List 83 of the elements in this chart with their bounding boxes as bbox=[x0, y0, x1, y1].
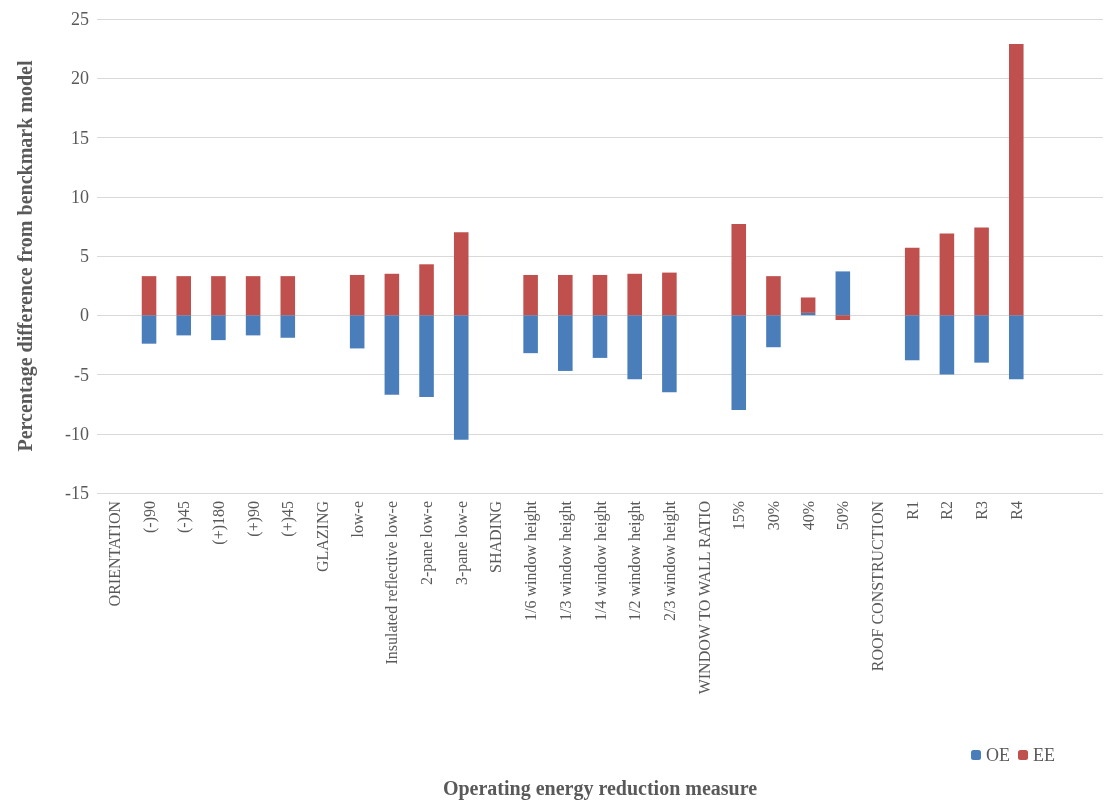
x-tick-label: 1/4 window height bbox=[591, 500, 610, 621]
bar bbox=[662, 315, 677, 393]
bar bbox=[523, 274, 538, 316]
bar bbox=[453, 232, 469, 316]
bar bbox=[592, 274, 608, 316]
bar bbox=[904, 315, 920, 361]
x-tick-label: 50% bbox=[834, 501, 852, 531]
x-tick-label: (+)45 bbox=[279, 501, 298, 537]
bar bbox=[176, 315, 192, 336]
legend-label: EE bbox=[1033, 745, 1056, 765]
bar bbox=[766, 276, 781, 316]
x-tick-label: 2-pane low-e bbox=[418, 501, 437, 585]
x-tick-label: R2 bbox=[938, 501, 956, 520]
bar bbox=[1008, 43, 1024, 316]
x-tick-label: 30% bbox=[764, 501, 782, 531]
bar bbox=[245, 276, 261, 316]
bar bbox=[349, 315, 365, 349]
x-tick-label: R4 bbox=[1007, 501, 1025, 520]
bar bbox=[419, 264, 434, 316]
x-tick-label: low-e bbox=[348, 501, 366, 538]
bar bbox=[939, 233, 955, 316]
bar bbox=[349, 274, 365, 316]
x-axis-title: Operating energy reduction measure bbox=[442, 777, 758, 800]
x-tick-label: ROOF CONSTRUCTION bbox=[869, 500, 887, 672]
bar bbox=[662, 272, 677, 316]
x-tick-label: R3 bbox=[973, 501, 991, 520]
y-tick-label: -10 bbox=[65, 423, 89, 444]
x-tick-label: 1/6 window height bbox=[522, 500, 541, 621]
y-tick-label: 10 bbox=[71, 186, 89, 207]
bar bbox=[280, 315, 296, 338]
bar bbox=[974, 315, 989, 363]
x-tick-label: (+)90 bbox=[244, 501, 263, 537]
bar bbox=[939, 315, 955, 375]
x-tick-label: 1/3 window height bbox=[556, 500, 575, 621]
bar bbox=[141, 276, 157, 316]
legend-label: OE bbox=[986, 745, 1011, 765]
bar bbox=[592, 315, 608, 358]
bar bbox=[453, 315, 469, 440]
bar bbox=[835, 271, 851, 316]
x-tick-label: R1 bbox=[903, 501, 921, 520]
bar bbox=[558, 274, 573, 316]
bar bbox=[384, 315, 400, 395]
bar bbox=[731, 315, 747, 411]
x-tick-label: (-)90 bbox=[140, 501, 159, 533]
x-tick-label: ORIENTATION bbox=[105, 500, 123, 607]
bar bbox=[280, 276, 296, 316]
bar bbox=[800, 297, 816, 313]
x-tick-label: 3-pane low-e bbox=[452, 501, 471, 585]
x-tick-label: (-)45 bbox=[175, 501, 194, 533]
x-tick-label: SHADING bbox=[487, 500, 505, 573]
bar bbox=[835, 315, 851, 320]
x-tick-label: WINDOW TO WALL RATIO bbox=[695, 501, 713, 695]
bar bbox=[766, 315, 781, 348]
bar bbox=[731, 224, 747, 316]
bar bbox=[211, 276, 226, 316]
x-tick-label: Insulated reflective low-e bbox=[383, 501, 401, 665]
x-tick-label: 2/3 window height bbox=[660, 500, 679, 621]
bar bbox=[384, 273, 400, 316]
bar bbox=[419, 315, 434, 398]
y-tick-label: 0 bbox=[80, 305, 89, 326]
bar bbox=[558, 315, 573, 371]
x-tick-label: 15% bbox=[730, 501, 748, 531]
bar bbox=[627, 315, 642, 380]
bar bbox=[245, 315, 261, 336]
y-axis-title: Percentage difference from benckmark model bbox=[14, 60, 37, 452]
bar bbox=[211, 315, 226, 341]
bar bbox=[904, 247, 920, 316]
x-tick-label: 1/2 window height bbox=[626, 500, 645, 621]
y-tick-label: 20 bbox=[71, 68, 89, 89]
bar bbox=[523, 315, 538, 354]
x-tick-label: (+)180 bbox=[209, 501, 228, 545]
x-tick-label: 40% bbox=[799, 501, 817, 531]
y-tick-label: -5 bbox=[74, 364, 89, 385]
bar bbox=[176, 276, 192, 316]
bar bbox=[974, 227, 989, 316]
bar bbox=[141, 315, 157, 344]
bar bbox=[627, 273, 642, 316]
bar bbox=[1008, 315, 1024, 380]
x-tick-label: GLAZING bbox=[313, 500, 331, 573]
y-tick-label: 25 bbox=[71, 9, 89, 29]
y-tick-label: 5 bbox=[80, 246, 89, 266]
y-tick-label: -15 bbox=[65, 483, 89, 503]
y-tick-label: 15 bbox=[71, 127, 89, 148]
